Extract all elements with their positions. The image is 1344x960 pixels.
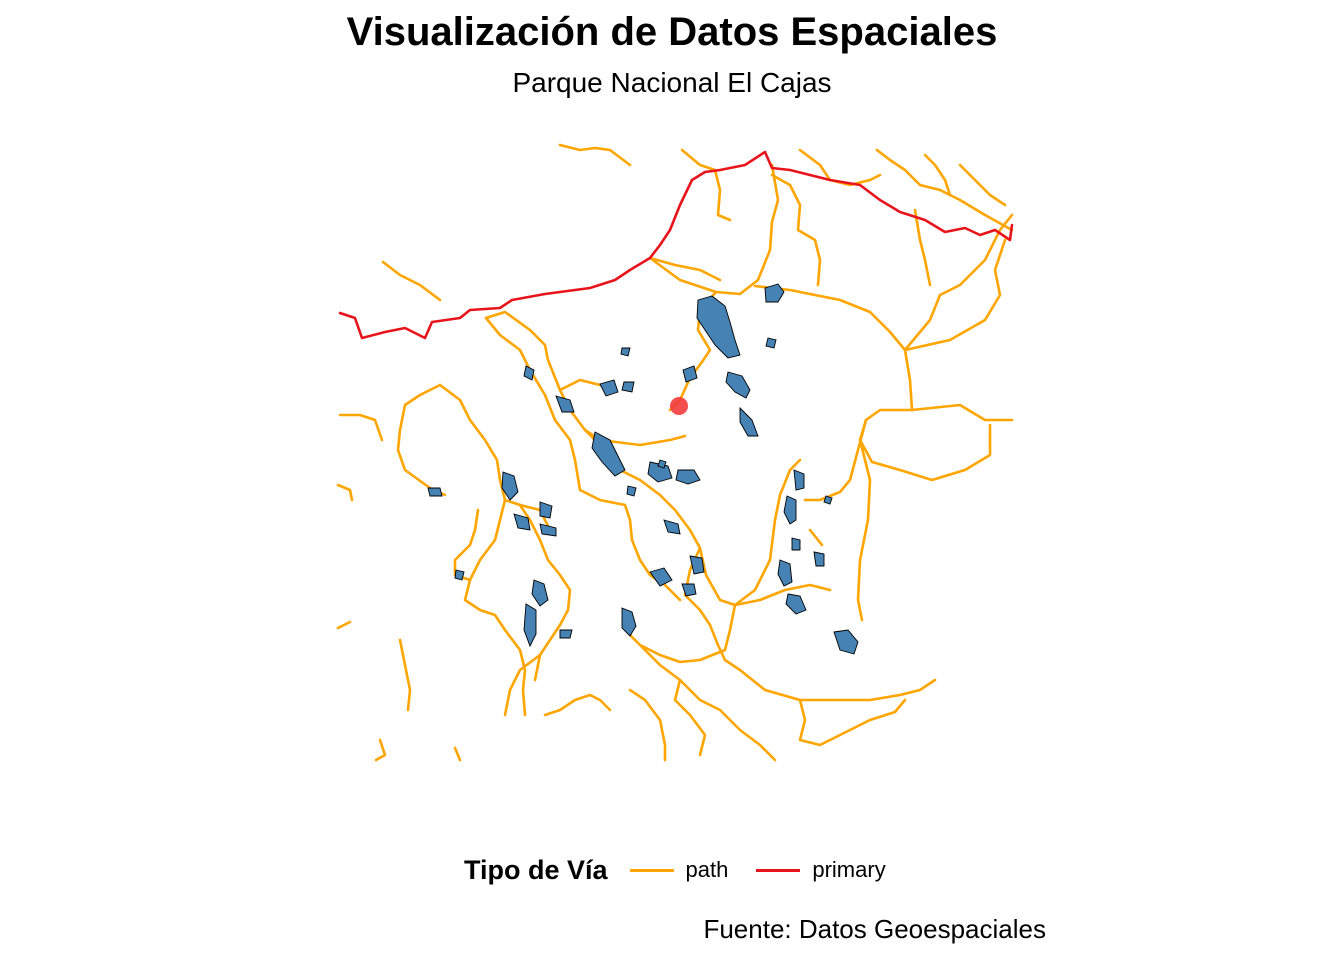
path-road	[910, 403, 1014, 422]
map-canvas	[336, 143, 1014, 762]
lake	[777, 559, 793, 587]
path-road	[518, 503, 572, 682]
path-road	[453, 746, 462, 762]
path-road	[438, 383, 552, 532]
lake	[539, 501, 553, 519]
legend-title: Tipo de Vía	[464, 854, 608, 885]
path-road	[398, 638, 412, 712]
location-marker	[670, 397, 688, 415]
lake	[725, 371, 751, 399]
path-road	[770, 173, 822, 287]
path-road	[374, 738, 387, 762]
path-road	[381, 260, 442, 302]
lake	[785, 593, 807, 615]
lake	[657, 459, 667, 469]
lake	[599, 379, 619, 397]
lake	[539, 523, 557, 537]
path-road	[338, 413, 384, 442]
legend-label-primary: primary	[812, 857, 886, 882]
path-road	[638, 643, 777, 762]
path-road	[648, 256, 722, 282]
lake	[689, 555, 705, 575]
path-road	[680, 148, 732, 222]
path-road	[336, 620, 352, 630]
lake	[764, 283, 785, 303]
path-road	[856, 438, 872, 622]
lake	[427, 487, 443, 497]
legend-key-primary	[756, 868, 801, 872]
lake	[531, 579, 549, 607]
lake	[765, 337, 777, 349]
lakes	[427, 283, 859, 655]
lake	[513, 513, 531, 531]
legend-key-path	[629, 868, 674, 872]
lake	[739, 406, 759, 437]
lake	[621, 381, 635, 393]
path-road	[903, 213, 1014, 352]
path-road	[733, 583, 832, 607]
path-road	[875, 148, 1014, 232]
path-road	[858, 408, 992, 482]
legend-label-path: path	[685, 857, 729, 882]
path-road	[798, 148, 882, 187]
map-caption: Fuente: Datos Geoespaciales	[703, 914, 1046, 944]
path-road	[463, 498, 527, 717]
path-road	[558, 378, 602, 392]
lake	[626, 485, 637, 497]
path-road	[913, 208, 932, 287]
lake	[454, 569, 465, 581]
lake	[555, 395, 575, 413]
path-road	[648, 163, 780, 296]
lake	[682, 365, 698, 383]
lake	[523, 603, 537, 648]
lake	[833, 629, 859, 655]
path-road	[673, 678, 707, 757]
path-road	[628, 603, 737, 664]
lake	[649, 567, 673, 587]
path-road	[623, 503, 682, 602]
path-road	[903, 238, 1007, 352]
lake	[813, 551, 825, 567]
path-road	[798, 698, 907, 747]
path-roads	[336, 143, 1014, 762]
path-road	[923, 153, 952, 197]
path-road	[628, 688, 667, 762]
path-road	[484, 316, 627, 507]
map-subtitle: Parque Nacional El Cajas	[512, 67, 832, 98]
lake	[663, 519, 681, 535]
lake	[591, 431, 626, 477]
path-road	[753, 284, 914, 412]
path-road	[336, 483, 354, 502]
path-road	[808, 528, 824, 547]
path-road	[958, 163, 1007, 207]
lake	[620, 347, 631, 357]
path-road	[558, 143, 632, 167]
lake	[791, 537, 801, 551]
lake	[675, 469, 701, 485]
lake	[621, 607, 637, 637]
lake	[783, 495, 797, 525]
lake	[823, 495, 833, 505]
lake	[559, 629, 573, 639]
lake	[501, 471, 519, 501]
path-road	[723, 658, 937, 702]
primary-road	[338, 150, 1014, 340]
path-road	[683, 546, 727, 662]
lake	[793, 469, 805, 491]
path-road	[503, 653, 542, 717]
path-road	[396, 383, 447, 497]
legend: Tipo de Vía path primary	[464, 848, 914, 892]
lake	[681, 583, 697, 597]
lake	[696, 295, 741, 359]
path-road	[543, 693, 612, 717]
path-road	[803, 418, 868, 502]
path-road	[733, 458, 802, 607]
primary-roads	[338, 150, 1014, 340]
lake	[523, 365, 535, 381]
map-title: Visualización de Datos Espaciales	[346, 10, 998, 54]
